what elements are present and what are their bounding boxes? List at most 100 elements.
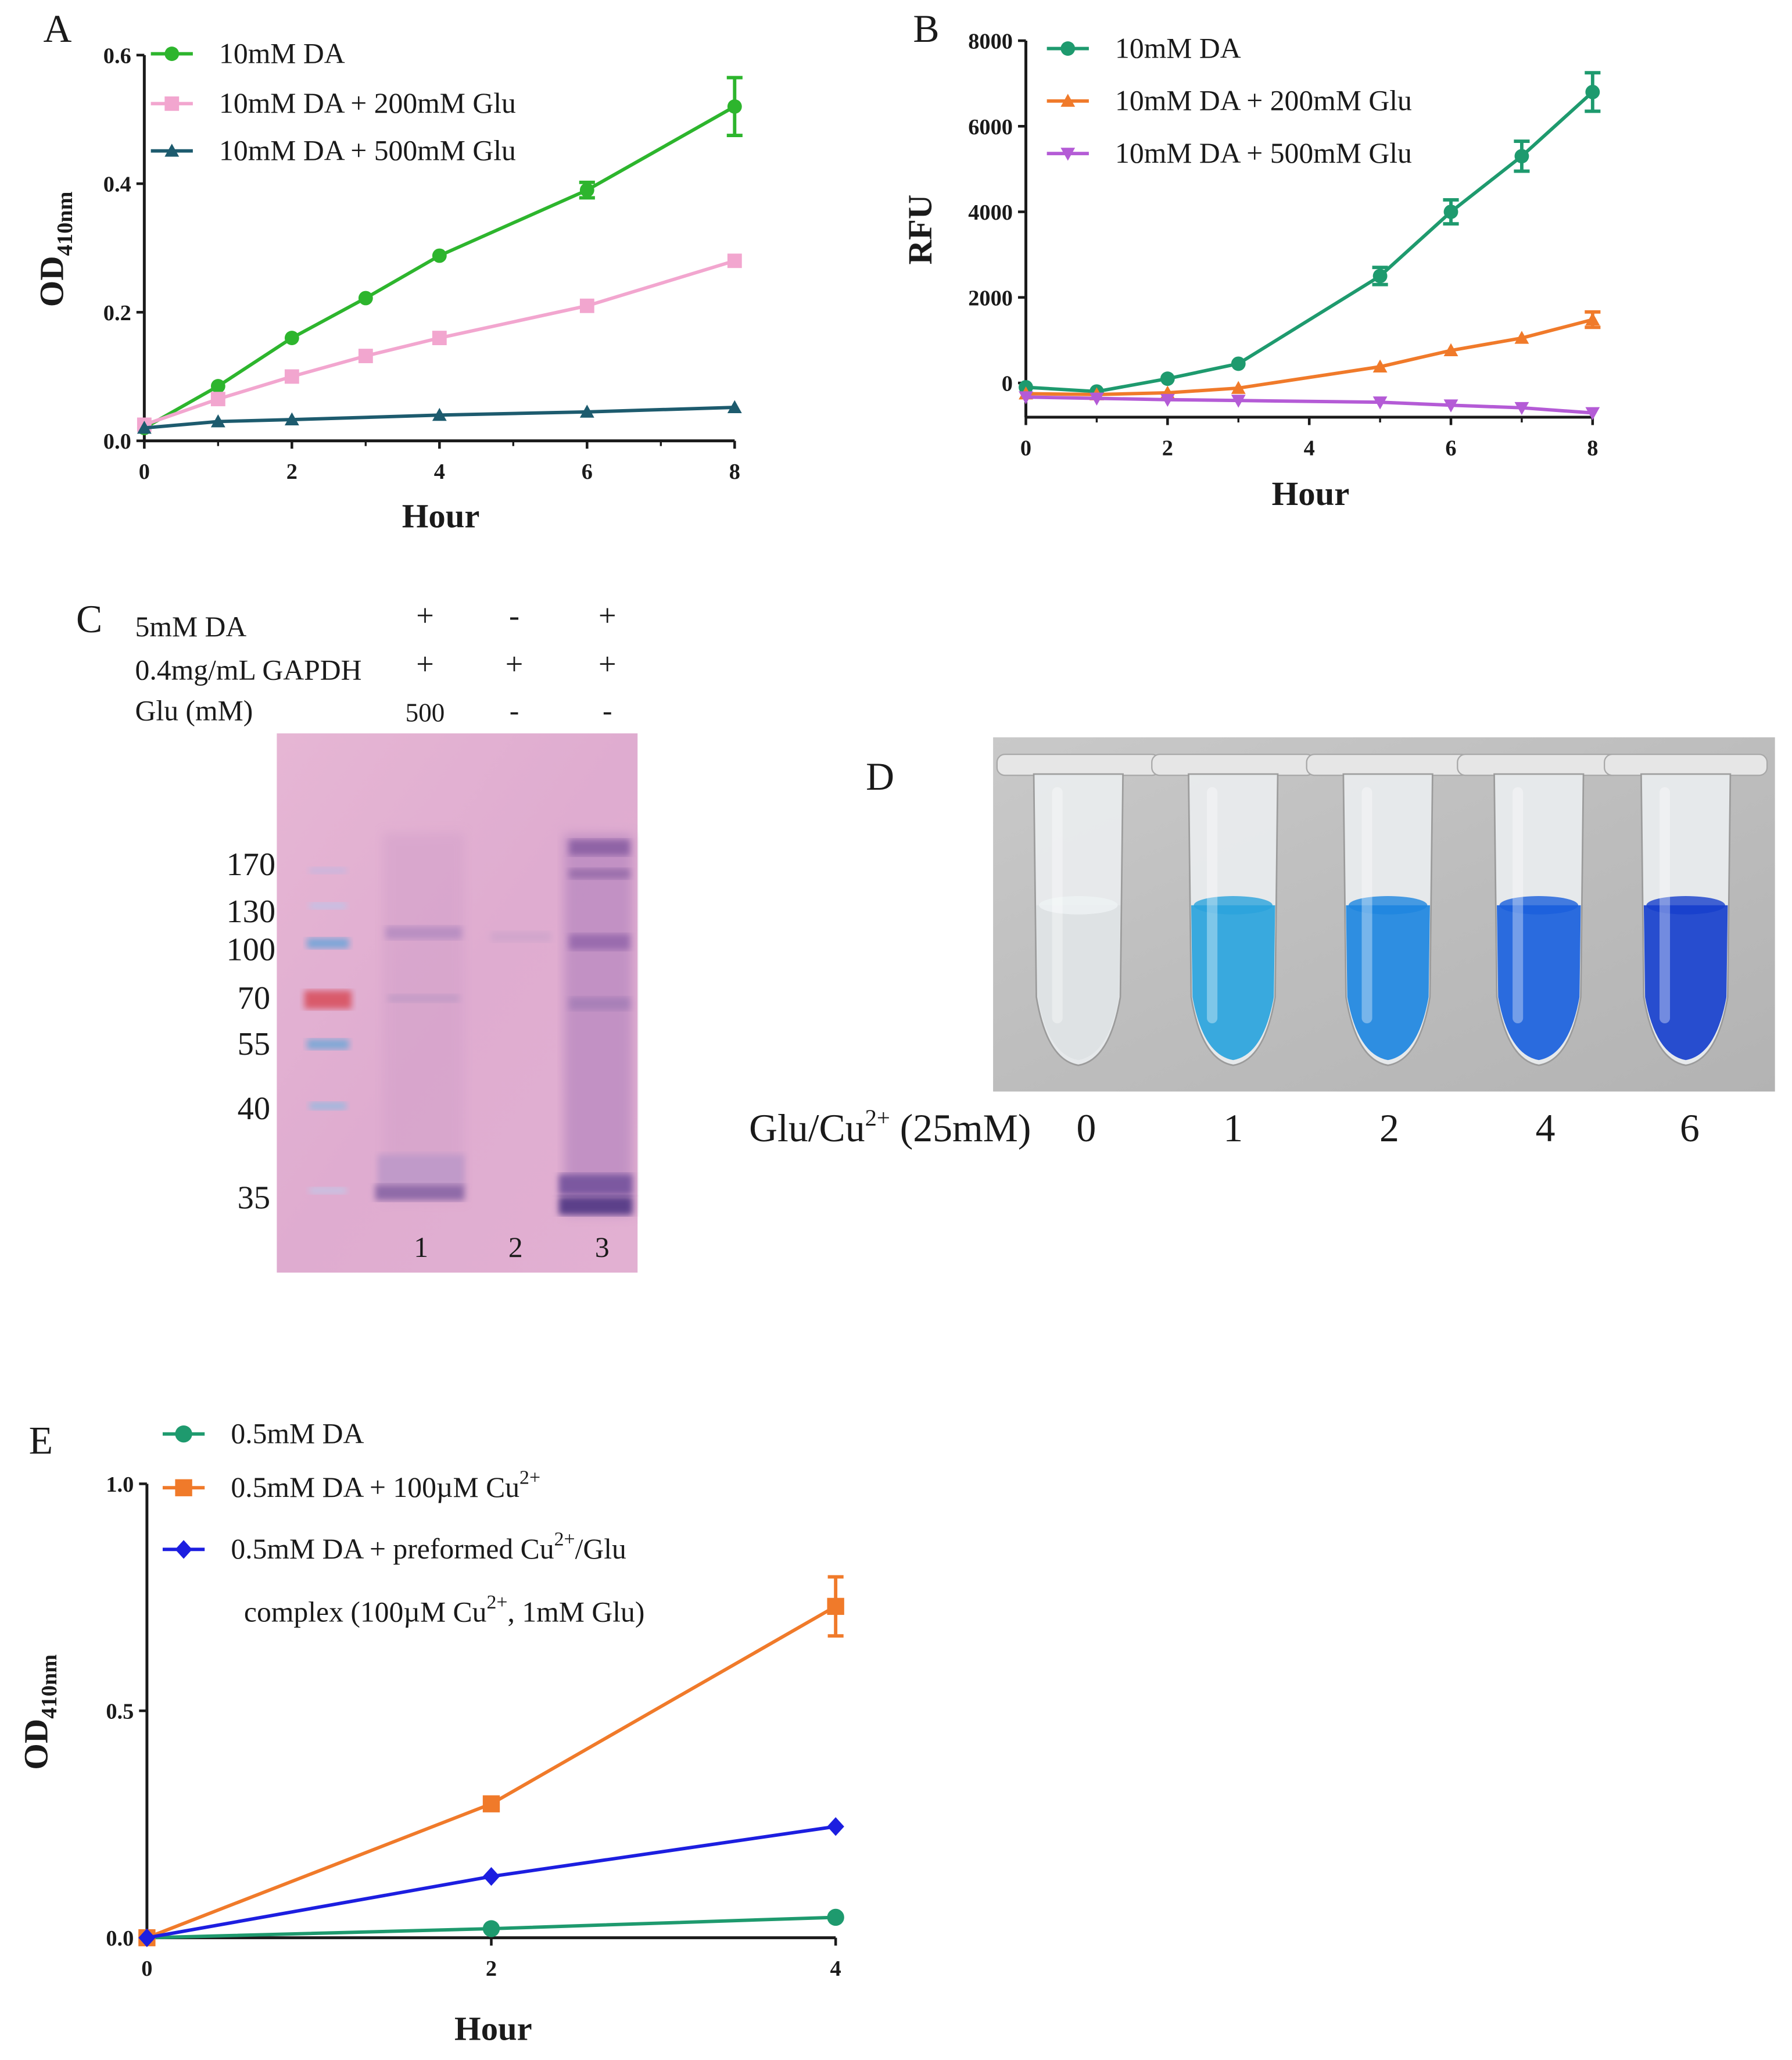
legend-marker: [175, 1540, 192, 1559]
gel-marker-label: 55: [238, 1026, 270, 1062]
data-point: [1089, 392, 1104, 406]
legend-text: 10mM DA: [219, 37, 345, 69]
tube-cap: [1306, 754, 1470, 776]
tube-1: [996, 754, 1160, 1066]
legend-label: 0.5mM DA + 100µM Cu2+: [231, 1467, 540, 1503]
y-axis-label-main: OD: [33, 256, 70, 307]
data-point: [1514, 402, 1529, 415]
data-point: [1372, 396, 1388, 410]
data-point: [579, 298, 594, 313]
data-point: [1585, 312, 1600, 326]
gel-lane-3: [558, 834, 633, 1215]
legend-text: 10mM DA: [1115, 32, 1241, 64]
y-tick-label: 0: [1002, 372, 1013, 396]
series-1: [1019, 71, 1601, 399]
gel-lane-label: 3: [595, 1231, 610, 1263]
y-axis-label: OD410nm: [17, 1654, 62, 1770]
data-point: [1372, 359, 1388, 372]
data-point: [284, 369, 299, 384]
chart-a: A 0.0 0.2 0.4 0.6 0 2 4 6 8 Hour OD410nm 10mM DA 10m…: [33, 7, 743, 535]
data-point: [727, 400, 742, 413]
tube-highlight: [1513, 787, 1524, 1024]
x-tick-label: 6: [1445, 436, 1456, 460]
gel-lane-label: 1: [414, 1231, 428, 1263]
y-tick-label: 6000: [968, 115, 1013, 139]
tube-caption: Glu/Cu2+ (25mM): [749, 1105, 1031, 1150]
legend-item-1: 10mM DA: [1046, 32, 1241, 64]
y-axis-label-sub: 410nm: [37, 1654, 62, 1719]
gel-lane-label: 2: [508, 1231, 523, 1263]
chart-e: E 0.0 0.5 1.0 0 2 4 Hour OD410nm 0.5mM DA 0.5mM D…: [17, 1417, 844, 2048]
gel-marker-label: 70: [238, 980, 270, 1016]
legend-item-2: 10mM DA + 200mM Glu: [1046, 85, 1412, 117]
gel-marker-label: 130: [226, 894, 275, 930]
data-point: [727, 99, 742, 114]
gel-cell: -: [510, 694, 519, 726]
series-line: [144, 406, 735, 430]
x-tick-label: 8: [729, 460, 740, 484]
gel-cell: +: [598, 646, 617, 681]
legend-label: 10mM DA: [1115, 32, 1241, 64]
y-axis-label-sub: 410nm: [53, 191, 77, 256]
legend-label: 0.5mM DA + preformed Cu2+/Glu: [231, 1529, 626, 1565]
data-point: [210, 379, 225, 393]
x-axis-label: Hour: [454, 2010, 532, 2048]
legend-sup: 2+: [486, 1592, 507, 1613]
gel-cell: +: [598, 598, 617, 633]
legend-text: 0.5mM DA + 100µM Cu: [231, 1471, 519, 1503]
series-1: [137, 76, 743, 435]
gel-row-label-glu: Glu (mM): [135, 694, 253, 726]
legend-text: 10mM DA + 500mM Glu: [1115, 137, 1412, 169]
legend-text: 10mM DA + 200mM Glu: [219, 87, 516, 119]
y-axis-label: RFU: [901, 195, 939, 265]
data-point: [1443, 399, 1458, 413]
series-line: [1026, 91, 1594, 393]
data-point: [432, 407, 447, 421]
gel-cell: -: [603, 694, 612, 726]
x-tick-label: 4: [830, 1957, 841, 1981]
legend-sup: 2+: [554, 1529, 575, 1550]
panel-label-b: B: [913, 7, 939, 51]
gel-lane-1: [375, 833, 465, 1201]
y-tick-label: 0.5: [106, 1700, 134, 1724]
data-point: [827, 1908, 844, 1926]
data-point: [482, 1920, 500, 1937]
tube-meniscus: [1348, 896, 1428, 915]
tube-cap: [1604, 754, 1768, 776]
data-point: [210, 392, 225, 407]
gel-cell: +: [416, 646, 434, 681]
legend-text: 0.5mM DA + preformed Cu: [231, 1533, 554, 1565]
legend-marker: [1060, 41, 1076, 56]
data-point: [1443, 205, 1458, 219]
y-tick-label: 0.0: [103, 429, 131, 454]
tube-meniscus: [1039, 896, 1118, 915]
legend-text: , 1mM Glu): [508, 1596, 645, 1628]
tube-meniscus: [1499, 896, 1579, 915]
x-tick-label: 8: [1587, 436, 1598, 460]
legend-item-2: 0.5mM DA + 100µM Cu2+: [162, 1467, 540, 1503]
data-point: [827, 1817, 844, 1836]
x-axis-label: Hour: [402, 497, 480, 535]
x-tick-label: 2: [486, 1957, 497, 1981]
legend-label: 10mM DA + 500mM Glu: [1115, 137, 1412, 169]
data-point: [1160, 371, 1175, 386]
gel-cell: +: [506, 646, 524, 681]
x-tick-label: 4: [1304, 436, 1315, 460]
legend-item-2: 10mM DA + 200mM Glu: [150, 87, 516, 119]
tube-row: [996, 754, 1768, 1066]
tube-liquid: [1497, 905, 1581, 1061]
data-point: [138, 1928, 156, 1947]
tube-5: [1604, 754, 1768, 1066]
gel-cell: -: [509, 598, 519, 633]
tube-meniscus: [1646, 896, 1725, 915]
data-point: [1585, 407, 1600, 421]
legend-label: 10mM DA + 200mM Glu: [219, 87, 516, 119]
data-point: [358, 291, 373, 306]
data-point: [432, 331, 447, 346]
x-tick-label: 4: [434, 460, 445, 484]
series-line: [1026, 318, 1593, 396]
tube-highlight: [1207, 787, 1218, 1024]
tube-highlight: [1052, 787, 1063, 1024]
y-axis-label-main: RFU: [901, 195, 939, 265]
x-tick-label: 0: [141, 1957, 152, 1981]
